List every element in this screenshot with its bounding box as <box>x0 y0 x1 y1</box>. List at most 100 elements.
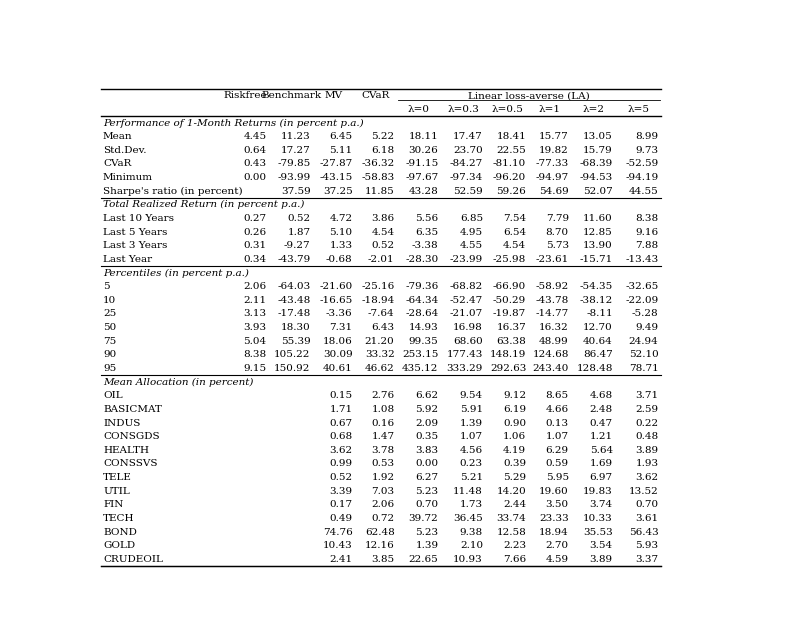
Text: 0.59: 0.59 <box>546 459 569 468</box>
Text: 13.52: 13.52 <box>629 487 659 496</box>
Text: 1.93: 1.93 <box>635 459 659 468</box>
Text: 0.35: 0.35 <box>415 432 438 441</box>
Text: -91.15: -91.15 <box>405 160 438 169</box>
Text: -2.01: -2.01 <box>368 255 395 264</box>
Text: 7.31: 7.31 <box>329 323 353 332</box>
Text: 18.11: 18.11 <box>409 132 438 141</box>
Text: 37.25: 37.25 <box>323 187 353 196</box>
Text: 11.48: 11.48 <box>453 487 483 496</box>
Text: 253.15: 253.15 <box>402 350 438 359</box>
Text: 0.00: 0.00 <box>244 173 267 182</box>
Text: 23.70: 23.70 <box>453 146 483 155</box>
Text: 435.12: 435.12 <box>402 364 438 373</box>
Text: 1.39: 1.39 <box>415 541 438 550</box>
Text: -18.94: -18.94 <box>362 296 395 305</box>
Text: -23.99: -23.99 <box>450 255 483 264</box>
Text: λ=2: λ=2 <box>582 105 604 114</box>
Text: 4.66: 4.66 <box>546 405 569 414</box>
Text: 8.70: 8.70 <box>546 227 569 236</box>
Text: 22.55: 22.55 <box>497 146 526 155</box>
Text: 5.29: 5.29 <box>503 473 526 482</box>
Text: 3.83: 3.83 <box>415 446 438 455</box>
Text: 6.62: 6.62 <box>415 391 438 400</box>
Text: 13.05: 13.05 <box>583 132 612 141</box>
Text: 148.19: 148.19 <box>489 350 526 359</box>
Text: -43.15: -43.15 <box>320 173 353 182</box>
Text: 99.35: 99.35 <box>409 337 438 346</box>
Text: -8.11: -8.11 <box>586 309 612 318</box>
Text: 150.92: 150.92 <box>274 364 311 373</box>
Text: UTIL: UTIL <box>103 487 129 496</box>
Text: 5.23: 5.23 <box>415 528 438 537</box>
Text: -77.33: -77.33 <box>536 160 569 169</box>
Text: 0.48: 0.48 <box>635 432 659 441</box>
Text: -84.27: -84.27 <box>450 160 483 169</box>
Text: 2.11: 2.11 <box>244 296 267 305</box>
Text: 5.21: 5.21 <box>460 473 483 482</box>
Text: Std.Dev.: Std.Dev. <box>103 146 146 155</box>
Text: 0.52: 0.52 <box>329 473 353 482</box>
Text: CONSSVS: CONSSVS <box>103 459 158 468</box>
Text: -66.90: -66.90 <box>493 282 526 291</box>
Text: -28.64: -28.64 <box>405 309 438 318</box>
Text: Last 5 Years: Last 5 Years <box>103 227 167 236</box>
Text: -21.07: -21.07 <box>450 309 483 318</box>
Text: 0.15: 0.15 <box>329 391 353 400</box>
Text: 19.82: 19.82 <box>539 146 569 155</box>
Text: 24.94: 24.94 <box>629 337 659 346</box>
Text: 0.17: 0.17 <box>329 500 353 509</box>
Text: -79.85: -79.85 <box>277 160 311 169</box>
Text: 5.56: 5.56 <box>415 214 438 223</box>
Text: 8.99: 8.99 <box>635 132 659 141</box>
Text: 0.67: 0.67 <box>329 419 353 427</box>
Text: 5.64: 5.64 <box>590 446 612 455</box>
Text: 39.72: 39.72 <box>409 514 438 523</box>
Text: 36.45: 36.45 <box>453 514 483 523</box>
Text: 2.70: 2.70 <box>546 541 569 550</box>
Text: -94.97: -94.97 <box>536 173 569 182</box>
Text: 30.09: 30.09 <box>323 350 353 359</box>
Text: Linear loss-averse (LA): Linear loss-averse (LA) <box>468 91 590 100</box>
Text: -43.78: -43.78 <box>536 296 569 305</box>
Text: 5.10: 5.10 <box>329 227 353 236</box>
Text: 6.27: 6.27 <box>415 473 438 482</box>
Text: 63.38: 63.38 <box>497 337 526 346</box>
Text: 0.27: 0.27 <box>244 214 267 223</box>
Text: 5.11: 5.11 <box>329 146 353 155</box>
Text: 4.54: 4.54 <box>371 227 395 236</box>
Text: BOND: BOND <box>103 528 137 537</box>
Text: 21.20: 21.20 <box>365 337 395 346</box>
Text: -21.60: -21.60 <box>320 282 353 291</box>
Text: 10: 10 <box>103 296 116 305</box>
Text: 0.39: 0.39 <box>503 459 526 468</box>
Text: -94.19: -94.19 <box>625 173 659 182</box>
Text: 15.79: 15.79 <box>583 146 612 155</box>
Text: 0.70: 0.70 <box>635 500 659 509</box>
Text: 17.27: 17.27 <box>281 146 311 155</box>
Text: λ=0.5: λ=0.5 <box>491 105 523 114</box>
Text: -94.53: -94.53 <box>579 173 612 182</box>
Text: -52.47: -52.47 <box>450 296 483 305</box>
Text: 3.54: 3.54 <box>590 541 612 550</box>
Text: 44.55: 44.55 <box>629 187 659 196</box>
Text: -79.36: -79.36 <box>405 282 438 291</box>
Text: 3.71: 3.71 <box>635 391 659 400</box>
Text: 0.52: 0.52 <box>371 242 395 250</box>
Text: -5.28: -5.28 <box>632 309 659 318</box>
Text: 2.06: 2.06 <box>244 282 267 291</box>
Text: 6.97: 6.97 <box>590 473 612 482</box>
Text: 3.78: 3.78 <box>371 446 395 455</box>
Text: INDUS: INDUS <box>103 419 141 427</box>
Text: 11.85: 11.85 <box>365 187 395 196</box>
Text: Mean: Mean <box>103 132 133 141</box>
Text: 0.72: 0.72 <box>371 514 395 523</box>
Text: 12.85: 12.85 <box>583 227 612 236</box>
Text: 1.71: 1.71 <box>329 405 353 414</box>
Text: 3.89: 3.89 <box>590 555 612 564</box>
Text: 23.33: 23.33 <box>539 514 569 523</box>
Text: -25.16: -25.16 <box>362 282 395 291</box>
Text: 8.38: 8.38 <box>244 350 267 359</box>
Text: 2.48: 2.48 <box>590 405 612 414</box>
Text: 124.68: 124.68 <box>532 350 569 359</box>
Text: 43.28: 43.28 <box>409 187 438 196</box>
